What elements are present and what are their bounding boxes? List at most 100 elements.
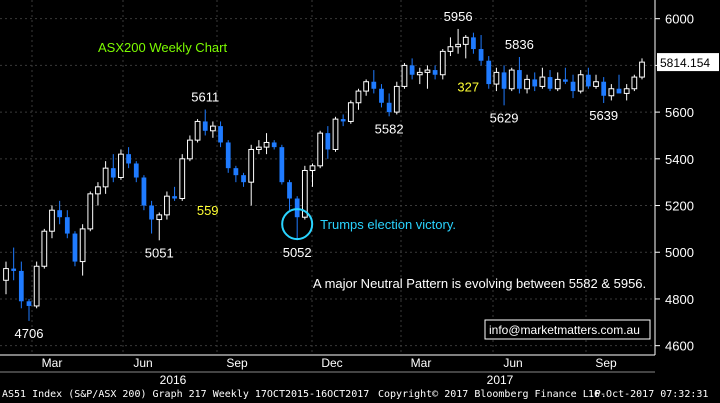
candle-body <box>233 168 239 176</box>
candle-body <box>539 76 546 87</box>
grid-lines <box>0 0 655 355</box>
candle-body <box>294 198 300 218</box>
candle-body <box>3 268 9 281</box>
candle-body <box>347 102 354 122</box>
candle-body <box>447 46 454 52</box>
candle-body <box>72 233 78 262</box>
y-tick-label: 5400 <box>665 152 694 167</box>
candle-body <box>325 133 331 150</box>
footer-series-info: AS51 Index (S&P/ASX 200) Graph 217 Weekl… <box>2 389 370 400</box>
footer-timestamp: 16-Oct-2017 07:32:31 <box>588 389 709 400</box>
annotation-label: 5582 <box>375 121 404 136</box>
candle-body <box>18 270 24 302</box>
candlestick-chart: 460048005000520054005600580060005814.154… <box>0 0 720 386</box>
candle-body <box>194 120 201 141</box>
candle-body <box>439 50 446 76</box>
candle-body <box>386 102 392 113</box>
candle-body <box>371 81 377 89</box>
candle-body <box>149 205 154 220</box>
y-tick-label: 4800 <box>665 292 694 307</box>
candle-body <box>110 168 116 178</box>
y-tick-label: 5600 <box>665 105 694 120</box>
candle-body <box>524 78 530 90</box>
candle-body <box>126 154 131 164</box>
candle-body <box>508 69 515 90</box>
annotation-label: 5051 <box>145 245 174 260</box>
candle-body <box>393 85 400 113</box>
annotation-label: 4706 <box>15 326 44 341</box>
candle-body <box>623 88 630 94</box>
x-month-label: Sep <box>226 356 248 370</box>
candle-body <box>639 61 645 78</box>
candle-body <box>241 175 246 183</box>
x-month-label: Dec <box>321 356 342 370</box>
x-month-label: Mar <box>42 356 63 370</box>
candle-body <box>562 79 568 82</box>
x-axis: Mar Jun Sep Dec Mar Jun Sep 2016 2017 <box>0 354 655 386</box>
candle-body <box>57 210 63 218</box>
candle-body <box>263 141 270 148</box>
candle-body <box>593 81 599 87</box>
candle-body <box>317 132 324 167</box>
x-year-label: 2017 <box>487 373 514 386</box>
candle-body <box>11 268 17 271</box>
last-value-box <box>657 53 719 72</box>
candle-body <box>332 118 339 150</box>
candle-body <box>156 214 163 221</box>
election-note: Trumps election victory. <box>320 217 456 232</box>
candle-body <box>455 43 461 48</box>
candle-body <box>601 81 607 96</box>
candle-body <box>248 148 255 183</box>
annotation-label: 327 <box>457 79 479 94</box>
y-axis: 460048005000520054005600580060005814.154 <box>654 0 719 355</box>
candle-body <box>478 49 484 61</box>
candle-body <box>187 139 193 160</box>
annotation-label: 5629 <box>490 110 519 125</box>
last-value-label: 5814.154 <box>660 56 710 70</box>
candle-body <box>570 81 576 92</box>
candle-body <box>118 153 124 178</box>
candle-body <box>340 119 346 122</box>
annotations: ASX200 Weekly Chart 4706 5051 5611 559 5052 55… <box>15 9 651 341</box>
y-tick-label: 5200 <box>665 199 694 214</box>
candle-body <box>379 88 384 103</box>
candle-body <box>133 163 139 178</box>
annotation-label: 5956 <box>444 9 473 24</box>
candle-body <box>102 167 109 188</box>
candle-body <box>493 71 500 85</box>
pattern-note: A major Neutral Pattern is evolving betw… <box>313 276 646 291</box>
election-circle <box>281 208 314 241</box>
candle-body <box>141 177 147 206</box>
candle-body <box>64 217 70 234</box>
candle-body <box>279 147 285 183</box>
candle-body <box>87 193 94 230</box>
candle-body <box>501 72 507 89</box>
candle-body <box>471 37 476 50</box>
contact-box <box>484 319 651 340</box>
x-month-label: Mar <box>411 356 432 370</box>
annotation-label: 5639 <box>589 108 618 123</box>
candle-body <box>462 36 469 45</box>
footer-bar: AS51 Index (S&P/ASX 200) Graph 217 Weekl… <box>0 386 720 403</box>
annotation-label: 5836 <box>505 37 534 52</box>
candle-body <box>271 142 277 148</box>
candle-body <box>585 74 591 87</box>
candle-body <box>210 125 216 132</box>
candle-body <box>517 70 522 89</box>
chart-title: ASX200 Weekly Chart <box>98 40 227 55</box>
y-tick-label: 4600 <box>665 339 694 354</box>
candles <box>3 28 645 321</box>
candle-body <box>33 265 40 307</box>
y-tick-label: 6000 <box>665 12 694 27</box>
candle-body <box>301 169 308 218</box>
candle-body <box>409 65 415 75</box>
candle-body <box>255 146 262 150</box>
x-month-label: Jun <box>133 356 152 370</box>
candle-body <box>79 228 86 263</box>
candle-body <box>41 230 48 267</box>
candle-body <box>631 76 638 90</box>
annotation-label: 5611 <box>191 90 219 105</box>
candle-body <box>95 186 101 195</box>
contact-text: info@marketmatters.com.au <box>489 323 640 337</box>
candle-body <box>363 81 370 92</box>
